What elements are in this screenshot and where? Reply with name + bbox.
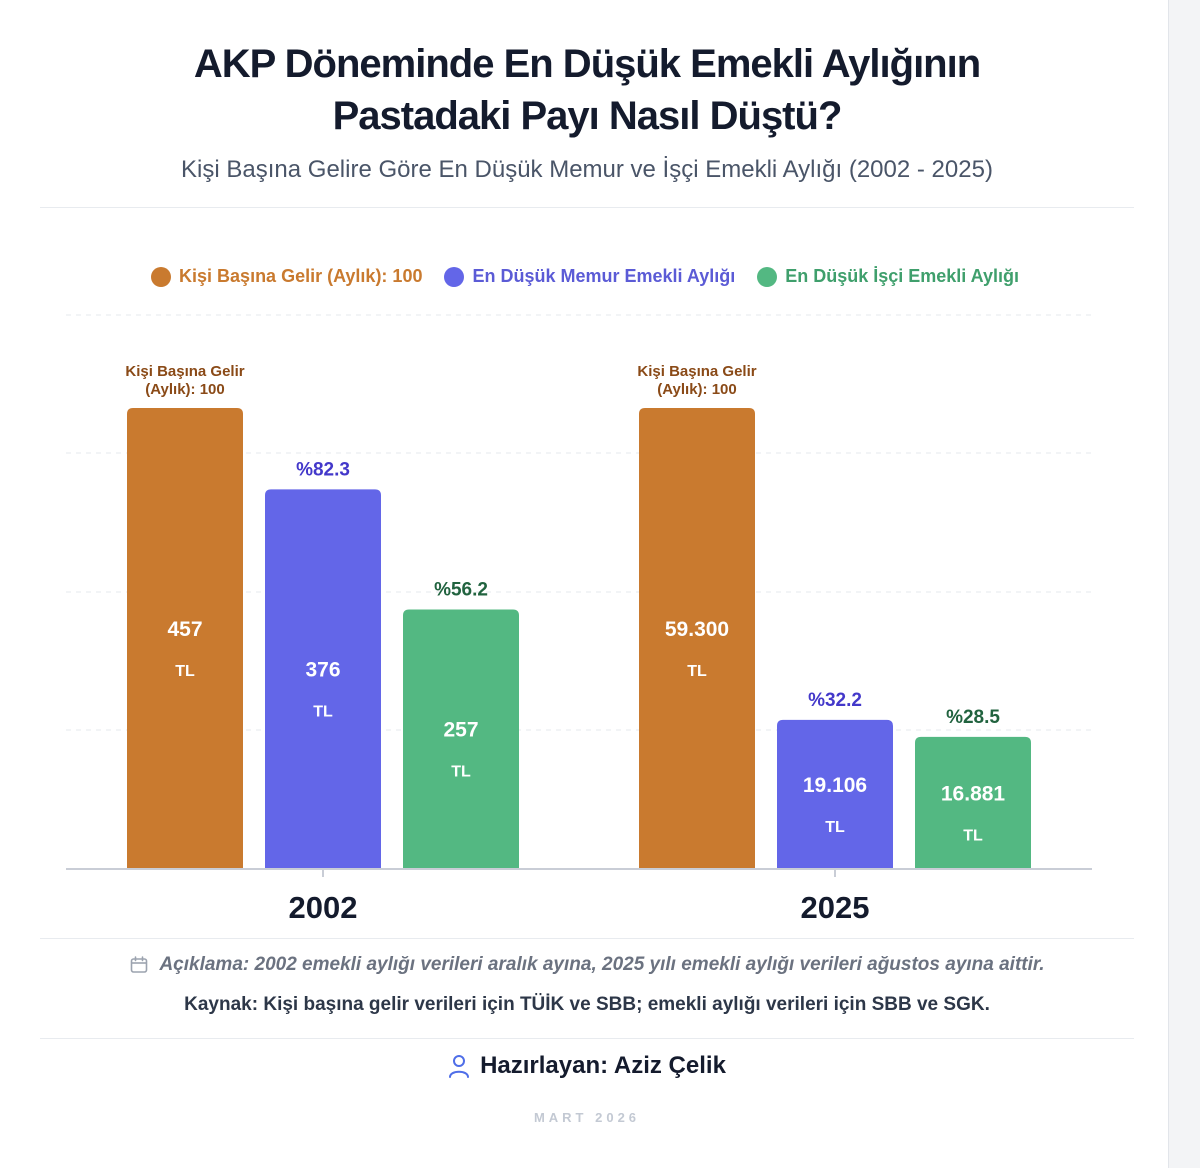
bar-value-label: 376: [305, 659, 340, 682]
bar-2002-2: [403, 609, 519, 868]
legend: Kişi Başına Gelir (Aylık): 100 En Düşük …: [0, 266, 1170, 287]
bar-value-label: 59.300: [665, 618, 729, 641]
legend-label-worker: En Düşük İşçi Emekli Aylığı: [785, 266, 1019, 286]
chart-title: AKP Döneminde En Düşük Emekli Aylığının …: [40, 38, 1134, 142]
x-tick-label: 2002: [289, 890, 358, 925]
bar-2025-0: [639, 408, 755, 868]
bar-unit-label: TL: [963, 827, 983, 844]
calendar-icon: [131, 956, 148, 973]
bar-2025-1: [777, 719, 893, 868]
bar-percent-label: %56.2: [434, 579, 488, 600]
legend-label-civil-servant: En Düşük Memur Emekli Aylığı: [472, 266, 736, 286]
bar-value-label: 19.106: [803, 774, 867, 797]
divider: [40, 938, 1134, 939]
footnote: Açıklama: 2002 emekli aylığı verileri ar…: [40, 954, 1134, 976]
bar-value-label: 457: [167, 618, 202, 641]
bar-chart: 457 TL Kişi Başına Gelir (Aylık): 100 59.300…: [66, 314, 1092, 925]
bar-2025-2: [915, 736, 1031, 868]
bar-unit-label: TL: [175, 663, 195, 680]
legend-swatch-worker: [757, 266, 778, 287]
divider: [40, 1038, 1134, 1039]
bar-percent-label: %28.5: [946, 707, 1000, 728]
divider: [40, 207, 1134, 208]
legend-item-civil-servant: En Düşük Memur Emekli Aylığı: [444, 266, 735, 287]
title-line-1: AKP Döneminde En Düşük Emekli Aylığının: [193, 42, 981, 86]
bar-2002-1: [265, 489, 381, 868]
bar-percent-label: %32.2: [808, 690, 862, 711]
source-text: Kaynak: Kişi başına gelir verileri için …: [184, 994, 990, 1015]
bar-top-label: Kişi Başına Gelir (Aylık): 100: [125, 363, 244, 398]
window-edge: [1168, 0, 1200, 1168]
footnote-text: Açıklama: 2002 emekli aylığı verileri ar…: [159, 954, 1045, 975]
x-tick-label: 2025: [801, 890, 870, 925]
bar-top-label: Kişi Başına Gelir (Aylık): 100: [637, 363, 756, 398]
legend-label-income: Kişi Başına Gelir (Aylık): 100: [179, 266, 423, 286]
author: Hazırlayan: Aziz Çelik: [40, 1052, 1134, 1080]
chart-subtitle: Kişi Başına Gelire Göre En Düşük Memur v…: [181, 156, 993, 183]
bar-2002-0: [127, 408, 243, 868]
legend-swatch-income: [151, 266, 172, 287]
title-line-2: Pastadaki Payı Nasıl Düştü?: [332, 94, 843, 138]
user-icon: [449, 1055, 470, 1078]
bar-value-label: 16.881: [941, 782, 1006, 805]
date-label: MART 2026: [533, 1110, 641, 1125]
legend-item-income: Kişi Başına Gelir (Aylık): 100: [151, 266, 422, 287]
bar-value-label: 257: [443, 719, 478, 742]
bar-percent-label: %82.3: [296, 459, 350, 480]
legend-swatch-civil-servant: [444, 266, 465, 287]
author-text: Hazırlayan: Aziz Çelik: [480, 1052, 726, 1079]
bar-unit-label: TL: [451, 764, 471, 781]
bar-unit-label: TL: [825, 819, 845, 836]
bar-unit-label: TL: [313, 704, 333, 721]
bar-unit-label: TL: [687, 663, 707, 680]
chart-card: AKP Döneminde En Düşük Emekli Aylığının …: [0, 38, 1170, 1125]
legend-item-worker: En Düşük İşçi Emekli Aylığı: [757, 266, 1019, 287]
